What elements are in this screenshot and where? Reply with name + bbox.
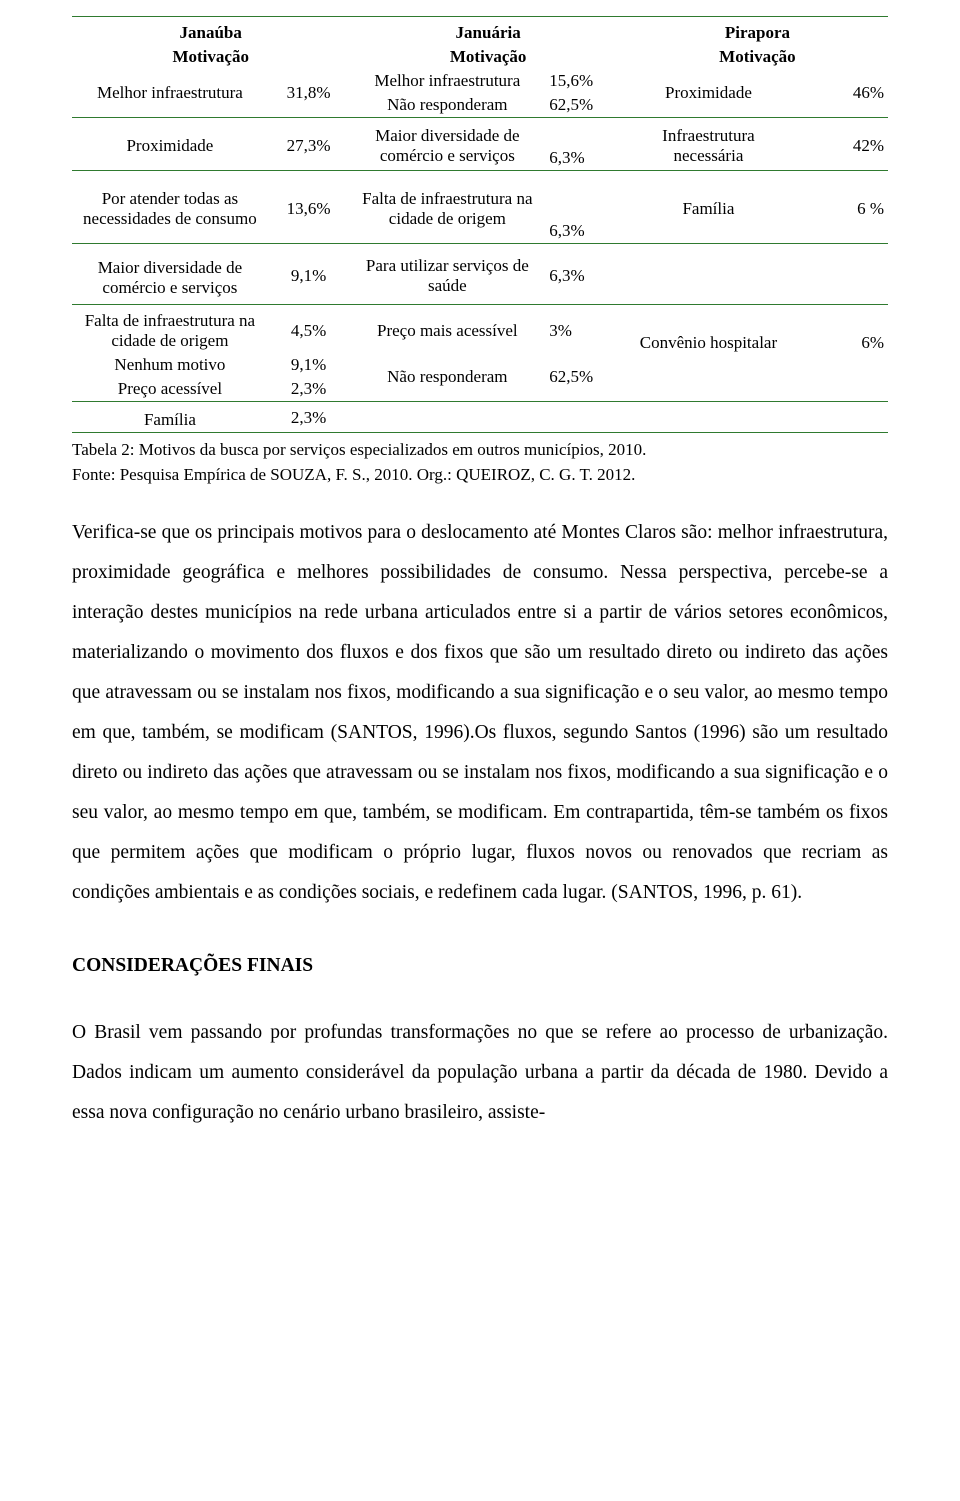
- cell-value: 46%: [790, 69, 888, 118]
- cell-value: 6,3%: [545, 248, 627, 305]
- cell-label: Não responderam: [349, 353, 545, 402]
- cell-value: 42%: [790, 122, 888, 171]
- cell-label: Família: [72, 406, 268, 433]
- cell-value: 62,5%: [545, 353, 627, 402]
- col-header-januaria: Januária: [349, 21, 626, 45]
- cell-value: 3%: [545, 309, 627, 353]
- cell-label: Por atender todas as necessidades de con…: [72, 175, 268, 244]
- cell-label: Convênio hospitalar: [627, 309, 790, 377]
- cell-value: 9,1%: [268, 248, 350, 305]
- motivos-table: Janaúba Januária Pirapora Motivação Moti…: [72, 16, 888, 437]
- col-header-pirapora: Pirapora: [627, 21, 888, 45]
- cell-label: Maior diversidade de comércio e serviços: [349, 122, 545, 171]
- cell-value: 13,6%: [268, 175, 350, 244]
- cell-value: 2,3%: [268, 406, 350, 433]
- section-heading: CONSIDERAÇÕES FINAIS: [72, 955, 888, 977]
- cell-value: 6%: [790, 309, 888, 377]
- cell-value: 27,3%: [268, 122, 350, 171]
- cell-label: Preço mais acessível: [349, 309, 545, 353]
- cell-label: Falta de infraestrutura na cidade de ori…: [349, 175, 545, 244]
- cell-label: Infraestrutura necessária: [627, 122, 790, 171]
- cell-value: 15,6%: [545, 69, 627, 93]
- col-sub-januaria: Motivação: [349, 45, 626, 69]
- col-sub-janauba: Motivação: [72, 45, 349, 69]
- cell-label: Não responderam: [349, 93, 545, 118]
- cell-label: Melhor infraestrutura: [349, 69, 545, 93]
- paragraph-2: O Brasil vem passando por profundas tran…: [72, 1013, 888, 1133]
- cell-value: 31,8%: [268, 69, 350, 118]
- table-caption-line1: Tabela 2: Motivos da busca por serviços …: [72, 439, 888, 462]
- cell-value: 62,5%: [545, 93, 627, 118]
- page: Janaúba Januária Pirapora Motivação Moti…: [0, 0, 960, 1172]
- cell-label: Proximidade: [627, 69, 790, 118]
- col-header-janauba: Janaúba: [72, 21, 349, 45]
- cell-value: 6,3%: [545, 175, 627, 244]
- cell-value: 9,1%: [268, 353, 350, 377]
- col-sub-pirapora: Motivação: [627, 45, 888, 69]
- cell-label: Maior diversidade de comércio e serviços: [72, 248, 268, 305]
- cell-label: Melhor infraestrutura: [72, 69, 268, 118]
- cell-label: Preço acessível: [72, 377, 268, 402]
- cell-value: 4,5%: [268, 309, 350, 353]
- cell-value: 6 %: [790, 175, 888, 244]
- cell-label: Proximidade: [72, 122, 268, 171]
- paragraph-1: Verifica-se que os principais motivos pa…: [72, 513, 888, 913]
- cell-value: 2,3%: [268, 377, 350, 402]
- cell-label: Para utilizar serviços de saúde: [349, 248, 545, 305]
- cell-label: Nenhum motivo: [72, 353, 268, 377]
- cell-label: Falta de infraestrutura na cidade de ori…: [72, 309, 268, 353]
- cell-value: 6,3%: [545, 122, 627, 171]
- cell-label: Família: [627, 175, 790, 244]
- table-caption-line2: Fonte: Pesquisa Empírica de SOUZA, F. S.…: [72, 464, 888, 487]
